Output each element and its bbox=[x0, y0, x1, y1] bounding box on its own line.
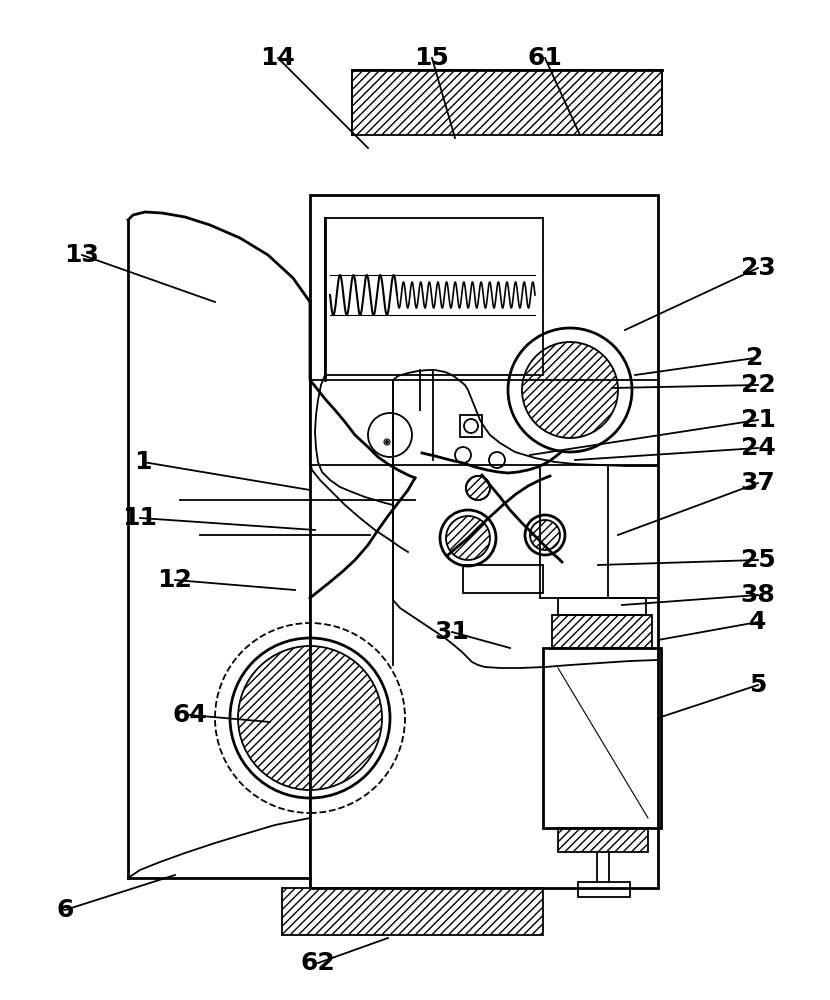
Bar bbox=[543, 648, 661, 828]
Text: 31: 31 bbox=[435, 620, 470, 644]
Text: 5: 5 bbox=[749, 673, 767, 697]
Bar bbox=[310, 195, 658, 888]
Bar bbox=[578, 882, 630, 897]
Text: 64: 64 bbox=[173, 703, 208, 727]
Text: 15: 15 bbox=[414, 46, 449, 70]
Text: 24: 24 bbox=[740, 436, 775, 460]
Text: 12: 12 bbox=[158, 568, 193, 592]
Text: 22: 22 bbox=[740, 373, 775, 397]
Bar bbox=[552, 615, 652, 648]
Bar bbox=[558, 598, 646, 615]
Bar bbox=[463, 565, 543, 593]
Bar bbox=[558, 828, 648, 852]
Text: 38: 38 bbox=[740, 583, 775, 607]
Text: 13: 13 bbox=[65, 243, 100, 267]
Text: 1: 1 bbox=[134, 450, 152, 474]
Text: 2: 2 bbox=[746, 346, 764, 370]
Circle shape bbox=[385, 440, 389, 444]
Text: 62: 62 bbox=[300, 951, 335, 975]
Text: 37: 37 bbox=[740, 471, 775, 495]
Text: 21: 21 bbox=[740, 408, 775, 432]
Bar bbox=[325, 218, 543, 375]
Bar bbox=[352, 70, 662, 135]
Text: 4: 4 bbox=[749, 610, 767, 634]
Text: 23: 23 bbox=[740, 256, 775, 280]
Text: 11: 11 bbox=[123, 506, 158, 530]
Text: 25: 25 bbox=[740, 548, 775, 572]
Bar bbox=[460, 415, 482, 437]
Text: 61: 61 bbox=[528, 46, 563, 70]
Bar bbox=[282, 888, 543, 935]
Text: 6: 6 bbox=[56, 898, 74, 922]
Text: 14: 14 bbox=[261, 46, 295, 70]
